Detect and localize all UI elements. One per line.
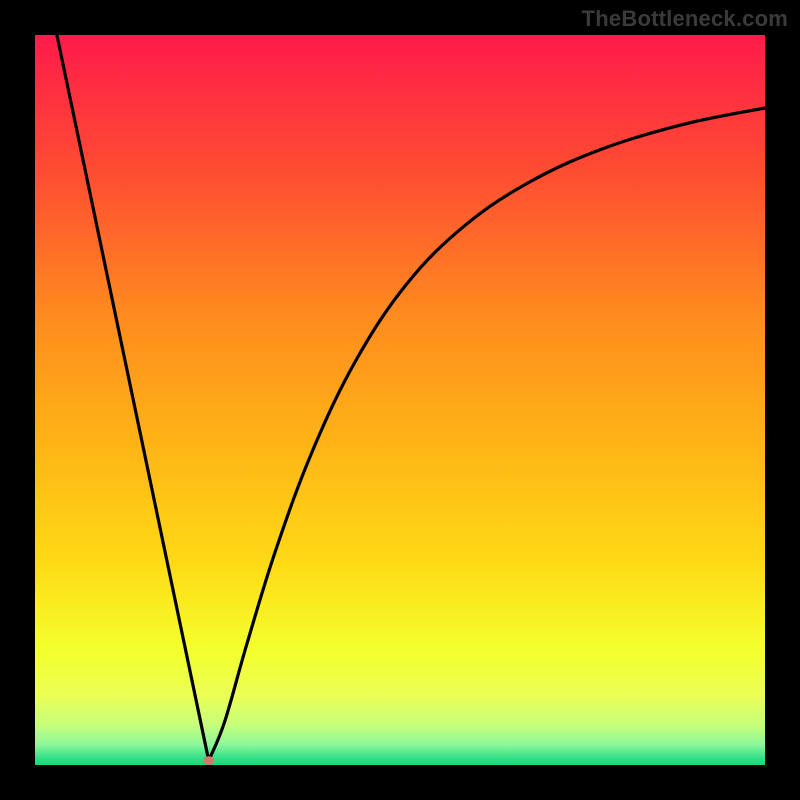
plot-area — [35, 35, 765, 765]
bottleneck-curve-path — [57, 35, 765, 761]
minimum-marker — [203, 756, 214, 765]
chart-frame: TheBottleneck.com — [0, 0, 800, 800]
bottleneck-curve — [35, 35, 765, 765]
attribution-label: TheBottleneck.com — [582, 6, 788, 32]
